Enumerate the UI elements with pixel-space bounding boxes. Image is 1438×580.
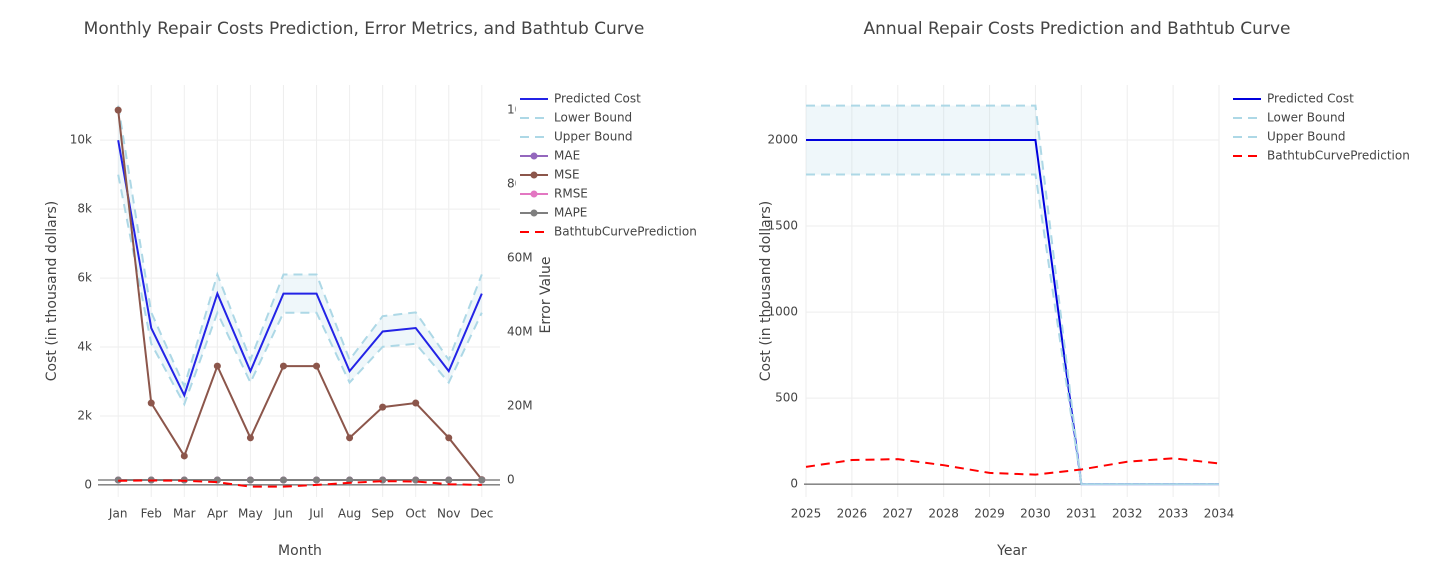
x-tick-label: 2027 [883, 507, 914, 521]
series-line [117, 105, 483, 390]
x-tick-label: 2033 [1158, 507, 1189, 521]
legend-marker [530, 190, 538, 198]
series-marker [114, 106, 122, 114]
y-tick-label: 8k [77, 202, 92, 216]
legend-label: BathtubCurvePrediction [554, 225, 697, 239]
series-line [806, 104, 1219, 486]
y-tick-label: 0 [84, 477, 92, 491]
series-line [805, 457, 1220, 476]
y-tick-label: 500 [775, 391, 798, 405]
y-tick-label: 2000 [767, 133, 798, 147]
y-tick-label: 6k [77, 271, 92, 285]
x-tick-label: Mar [173, 507, 196, 521]
chart-title: Monthly Repair Costs Prediction, Error M… [84, 19, 645, 39]
legend-label: BathtubCurvePrediction [1267, 149, 1410, 163]
x-tick-label: Sep [371, 507, 394, 521]
x-tick-label: 2032 [1112, 507, 1143, 521]
x-axis-title: Year [996, 543, 1027, 559]
x-tick-label: Jan [108, 507, 128, 521]
confidence-band [806, 105, 1219, 485]
y-tick-label: 1000 [767, 305, 798, 319]
y-tick-label: 4k [77, 340, 92, 354]
y-tick-label: 10k [70, 133, 92, 147]
legend-label: Lower Bound [554, 111, 632, 125]
series-marker [279, 476, 287, 484]
x-tick-label: 2026 [837, 507, 868, 521]
x-tick-label: May [238, 507, 263, 521]
x-tick-label: 2030 [1020, 507, 1051, 521]
series-marker [213, 362, 221, 370]
y2-tick-label: 60M [507, 251, 533, 265]
x-tick-label: 2028 [928, 507, 959, 521]
series-marker [313, 362, 321, 370]
series-marker [379, 403, 387, 411]
legend-label: Upper Bound [1267, 130, 1346, 144]
legend-label: Lower Bound [1267, 111, 1345, 125]
series-marker [379, 476, 387, 484]
series-marker [279, 362, 287, 370]
y2-axis-title: Error Value [538, 256, 554, 333]
series-marker [313, 476, 321, 484]
x-tick-label: Jul [308, 507, 323, 521]
series-line [117, 110, 483, 481]
y2-tick-label: 0 [507, 472, 515, 486]
x-tick-label: 2031 [1066, 507, 1097, 521]
x-tick-label: Apr [207, 507, 228, 521]
y2-tick-label: 20M [507, 399, 533, 413]
series-marker [180, 452, 188, 460]
confidence-band [118, 105, 482, 405]
legend-label: Upper Bound [554, 130, 633, 144]
y2-tick-label: 40M [507, 325, 533, 339]
x-tick-label: Jun [273, 507, 293, 521]
x-tick-label: Aug [338, 507, 361, 521]
legend-label: RMSE [554, 187, 588, 201]
legend-label: MAE [554, 149, 580, 163]
x-tick-label: Dec [470, 507, 493, 521]
x-axis-title: Month [278, 543, 322, 559]
y-axis-title: Cost (in thousand dollars) [44, 201, 60, 381]
x-tick-label: Oct [405, 507, 426, 521]
series-marker [445, 434, 453, 442]
legend-label: MAPE [554, 206, 587, 220]
x-tick-label: Feb [141, 507, 162, 521]
x-tick-label: 2034 [1204, 507, 1235, 521]
series-marker [478, 476, 486, 484]
series-marker [147, 399, 155, 407]
y-tick-label: 1500 [767, 219, 798, 233]
legend-label: Predicted Cost [554, 92, 641, 106]
series-line [118, 479, 482, 488]
legend-marker [530, 152, 538, 160]
series-marker [246, 476, 254, 484]
legend-background [1229, 88, 1429, 170]
series-line [117, 139, 483, 398]
series-marker [412, 476, 420, 484]
series-marker [412, 399, 420, 407]
x-tick-label: 2029 [974, 507, 1005, 521]
legend-marker [530, 171, 538, 179]
legend-background [516, 88, 716, 246]
series-marker [346, 434, 354, 442]
legend-marker [530, 209, 538, 217]
series-marker [346, 476, 354, 484]
chart-title: Annual Repair Costs Prediction and Batht… [864, 19, 1291, 39]
y-tick-label: 0 [790, 477, 798, 491]
y-axis-title: Cost (in thousand dollars) [758, 201, 774, 381]
x-tick-label: 2025 [791, 507, 822, 521]
series-marker [246, 434, 254, 442]
series-line [806, 173, 1219, 486]
legend-label: MSE [554, 168, 580, 182]
legend-label: Predicted Cost [1267, 92, 1354, 106]
x-tick-label: Nov [437, 507, 460, 521]
y-tick-label: 2k [77, 408, 92, 422]
series-line [117, 174, 483, 407]
series-marker [445, 476, 453, 484]
